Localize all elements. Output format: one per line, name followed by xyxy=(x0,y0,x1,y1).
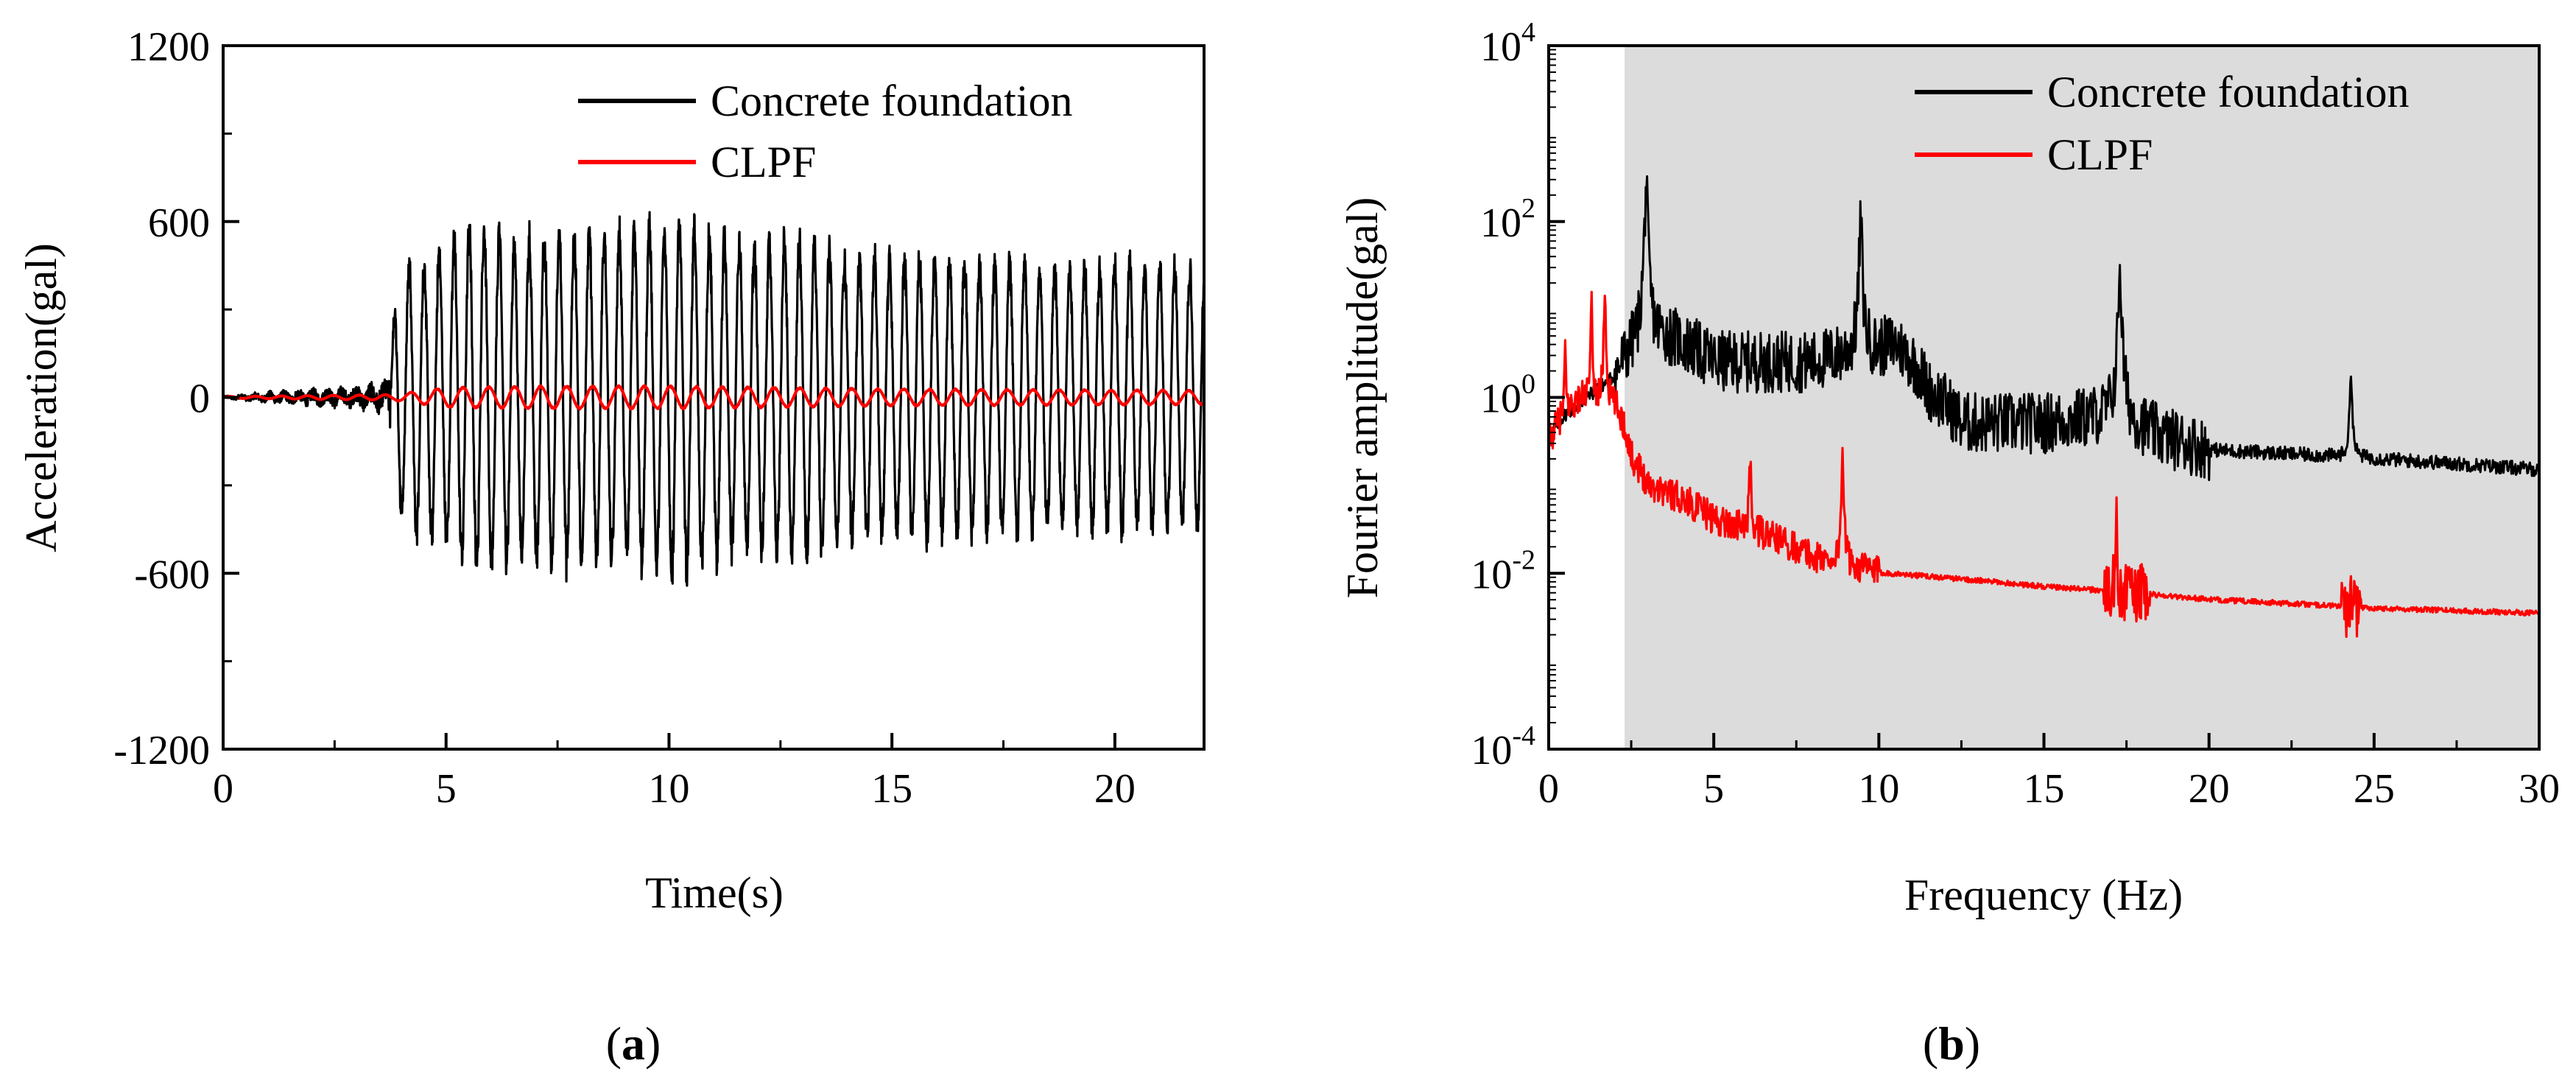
panel-a-data-layer xyxy=(222,211,1206,587)
panel-b-x-tick-label: 25 xyxy=(2354,766,2395,812)
panel-b-x-tick-label: 0 xyxy=(1538,766,1559,812)
panel-b-series-clpf xyxy=(1548,290,2541,639)
panel-a-x-axis-title: Time(s) xyxy=(645,868,784,917)
panel-b-y-tick-exponent: -2 xyxy=(1512,544,1535,575)
panel-a-x-tick-label: 15 xyxy=(871,766,912,812)
panel-a-x-tick-label: 5 xyxy=(436,766,457,812)
panel-b-x-axis-title: Frequency (Hz) xyxy=(1904,871,2183,919)
panel-b-y-tick-base: 10 xyxy=(1471,552,1512,597)
panel-a-label-letter: a xyxy=(622,1017,645,1070)
panel-a-label: (a) xyxy=(606,1017,661,1070)
panel-a-legend-label-clpf: CLPF xyxy=(711,138,816,186)
panel-b-y-tick-label: 102 xyxy=(1480,193,1535,246)
panel-a-y-tick-label: -1200 xyxy=(113,728,210,773)
panel-b-y-tick-exponent: 0 xyxy=(1521,369,1535,400)
panel-b-y-tick-exponent: 2 xyxy=(1521,193,1535,224)
panel-b-ticks xyxy=(1547,44,2541,751)
panel-b-data-layer xyxy=(1548,175,2541,639)
panel-b-y-tick-exponent: 4 xyxy=(1521,17,1535,48)
panel-b-label: (b) xyxy=(1923,1017,1980,1070)
panel-a-y-tick-labels: -1200 -600 0 600 1200 xyxy=(113,24,210,773)
panel-b-y-tick-label: 104 xyxy=(1480,17,1535,70)
panel-a-y-axis-title: Acceleration(gal) xyxy=(17,243,66,552)
panel-a-x-tick-labels: 0 5 10 15 20 xyxy=(213,766,1136,812)
panel-a: 0 5 10 15 20 -1200 -600 0 600 1200 Time(s) Accel… xyxy=(17,24,1206,1070)
panel-a-legend-label-concrete: Concrete foundation xyxy=(711,77,1073,125)
panel-b-y-tick-base: 10 xyxy=(1480,200,1521,246)
panel-b-legend-label-clpf: CLPF xyxy=(2047,130,2153,179)
panel-b-y-tick-label: 10-2 xyxy=(1471,544,1535,597)
panel-a-y-tick-label: 600 xyxy=(148,200,210,246)
panel-a-x-tick-label: 20 xyxy=(1094,766,1136,812)
panel-b-y-tick-base: 10 xyxy=(1480,376,1521,422)
panel-a-y-tick-label: 0 xyxy=(189,376,210,422)
panel-a-ticks xyxy=(222,44,1116,751)
panel-b-x-tick-labels: 0 5 10 15 20 25 30 xyxy=(1538,766,2560,812)
panel-a-x-tick-label: 10 xyxy=(648,766,689,812)
panel-a-series-concrete-foundation xyxy=(222,211,1206,587)
panel-b-y-tick-base: 10 xyxy=(1480,24,1521,70)
panel-b-y-tick-exponent: -4 xyxy=(1512,720,1535,751)
panel-b-x-tick-label: 20 xyxy=(2189,766,2230,812)
panel-b-x-tick-label: 15 xyxy=(2024,766,2065,812)
panel-b-y-axis-title: Fourier amplitude(gal) xyxy=(1338,197,1387,599)
panel-b-legend-label-concrete: Concrete foundation xyxy=(2047,68,2410,116)
panel-b-label-letter: b xyxy=(1938,1017,1965,1070)
panel-b-y-tick-label: 100 xyxy=(1480,369,1535,422)
panel-a-legend: Concrete foundation CLPF xyxy=(578,77,1073,186)
panel-a-series-clpf xyxy=(222,384,1206,411)
panel-a-y-tick-label: 1200 xyxy=(127,24,210,70)
panel-a-x-tick-label: 0 xyxy=(213,766,233,812)
panel-b-y-tick-base: 10 xyxy=(1471,728,1512,773)
panel-b-legend: Concrete foundation CLPF xyxy=(1915,68,2410,179)
panel-b-x-tick-label: 5 xyxy=(1703,766,1724,812)
panel-b-y-tick-label: 10-4 xyxy=(1471,720,1535,773)
panel-b-x-tick-label: 10 xyxy=(1858,766,1899,812)
panel-a-y-tick-label: -600 xyxy=(134,552,210,597)
panel-b-x-tick-label: 30 xyxy=(2519,766,2560,812)
panel-b-series-concrete-foundation xyxy=(1549,175,2541,482)
